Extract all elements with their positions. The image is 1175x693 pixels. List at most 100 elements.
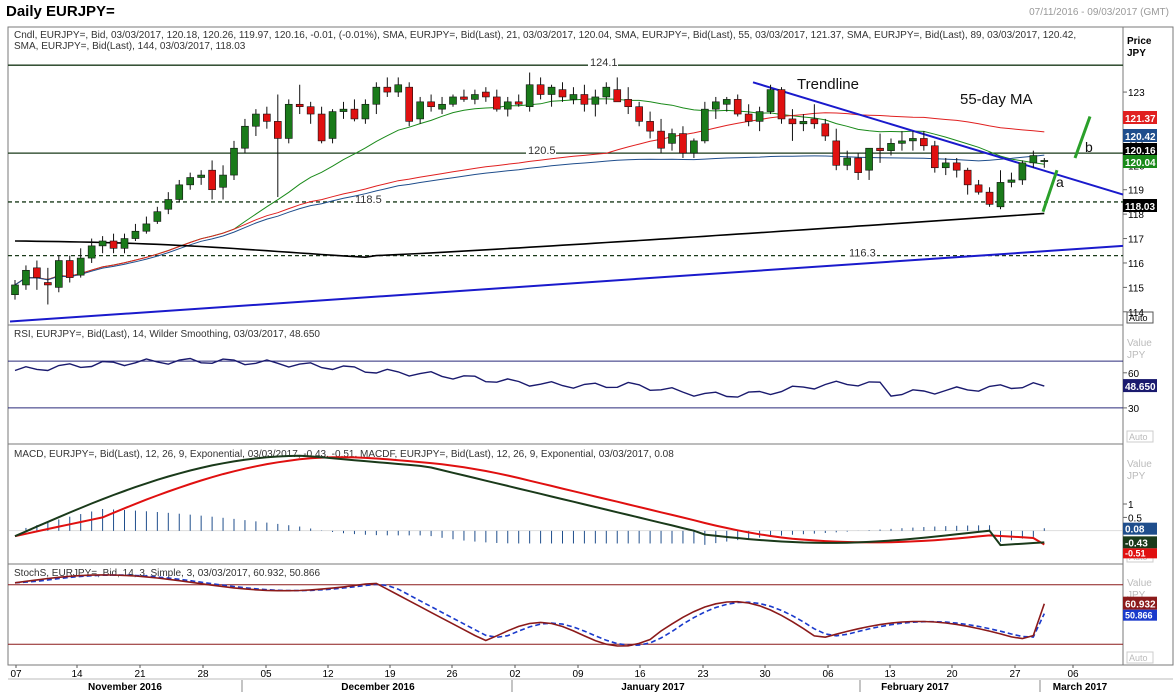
- candle-body: [985, 191, 994, 205]
- day-tick-label: 26: [446, 669, 458, 680]
- candle-body: [186, 177, 194, 186]
- candle: [777, 87, 786, 124]
- candle-body: [142, 223, 151, 232]
- month-label: January 2017: [621, 682, 685, 693]
- candle: [87, 238, 96, 263]
- candle: [832, 128, 841, 171]
- candle-body: [777, 89, 786, 120]
- macd-signal-label: -0.51: [1125, 548, 1146, 558]
- level-label-bg: [353, 192, 383, 204]
- candle: [1029, 150, 1038, 168]
- candle: [449, 94, 457, 107]
- candle: [164, 192, 173, 215]
- candle: [843, 150, 852, 171]
- candle-body: [449, 96, 457, 105]
- rsi-last-label: 48.650: [1125, 382, 1156, 393]
- candle-body: [252, 113, 260, 127]
- candle-body: [164, 199, 173, 210]
- candle: [657, 118, 665, 154]
- candle-body: [569, 94, 578, 100]
- candle-body: [241, 125, 249, 149]
- candle: [186, 172, 194, 190]
- candle-body: [98, 240, 107, 247]
- candle: [394, 77, 403, 97]
- price-tick-label: 115: [1128, 283, 1144, 294]
- candle-body: [460, 96, 468, 100]
- macd-panel: [7, 443, 1124, 565]
- candle: [514, 94, 523, 107]
- candle: [460, 89, 468, 102]
- candle: [1040, 157, 1049, 168]
- candle-body: [909, 138, 917, 142]
- candle: [887, 138, 895, 156]
- day-tick-label: 09: [572, 669, 584, 680]
- day-tick-label: 30: [759, 669, 771, 680]
- candle: [76, 248, 85, 278]
- day-tick-label: 07: [10, 669, 22, 680]
- auto-button-stoch[interactable]: Auto: [1126, 651, 1154, 664]
- candle-body: [372, 86, 381, 105]
- channel-marker-a: [1041, 169, 1059, 213]
- candle-body: [1040, 160, 1049, 162]
- candle-body: [109, 240, 118, 249]
- candle: [503, 96, 512, 117]
- candle-body: [1029, 155, 1038, 164]
- auto-button-rsi[interactable]: Auto: [1126, 430, 1154, 443]
- candle-body: [558, 89, 567, 98]
- candle: [33, 260, 41, 290]
- price-layer: 114115116117118119120121122123124.1120.5…: [8, 56, 1157, 323]
- candle-body: [54, 260, 63, 288]
- day-tick-label: 27: [1009, 669, 1021, 680]
- candle: [98, 236, 107, 254]
- candle-body: [273, 121, 282, 139]
- price-tick-label: 117: [1128, 235, 1144, 246]
- candle: [679, 126, 687, 158]
- candle-body: [602, 86, 611, 98]
- price-tick-label: 121: [1128, 137, 1145, 148]
- last-value-tag: [1123, 129, 1157, 142]
- svg-text:Auto: Auto: [1129, 313, 1148, 323]
- candle: [624, 87, 633, 115]
- candle: [909, 131, 917, 151]
- candle-body: [920, 138, 928, 147]
- candle-body: [525, 84, 534, 108]
- day-tick-label: 06: [1067, 669, 1079, 680]
- candle-body: [405, 86, 414, 122]
- candle: [580, 84, 589, 112]
- candle: [11, 280, 19, 300]
- stoch-d-label: 50.866: [1125, 611, 1153, 621]
- candle: [711, 96, 720, 119]
- candle: [952, 157, 961, 178]
- candle-body: [438, 103, 446, 110]
- candle-body: [394, 84, 403, 93]
- chart-canvas[interactable]: Cndl, EURJPY=, Bid, 03/03/2017, 120.18, …: [0, 26, 1175, 693]
- candle: [744, 104, 753, 127]
- candle: [1018, 160, 1027, 185]
- candle-body: [383, 86, 392, 93]
- candle-body: [153, 211, 162, 222]
- candle: [383, 77, 392, 97]
- candle: [668, 128, 676, 151]
- candle: [854, 153, 862, 180]
- candle: [974, 179, 983, 195]
- candle: [22, 265, 30, 290]
- candle: [65, 255, 74, 283]
- candle-body: [339, 108, 348, 112]
- candle: [690, 138, 698, 158]
- candle-body: [898, 140, 906, 144]
- candle-body: [799, 121, 808, 125]
- candle: [898, 131, 906, 151]
- price-tick-label: 114: [1128, 308, 1144, 319]
- candle: [1007, 172, 1016, 188]
- candle-body: [668, 133, 676, 144]
- candle-body: [131, 230, 140, 239]
- candle-body: [624, 99, 633, 108]
- auto-button-price[interactable]: Auto: [1126, 311, 1154, 324]
- level-label-bg: [526, 144, 556, 156]
- candle: [602, 82, 611, 105]
- candle: [295, 84, 304, 115]
- candle: [263, 106, 271, 129]
- candle-body: [219, 174, 227, 188]
- rsi-legend: RSI, EURJPY=, Bid(Last), 14, Wilder Smoo…: [14, 329, 320, 340]
